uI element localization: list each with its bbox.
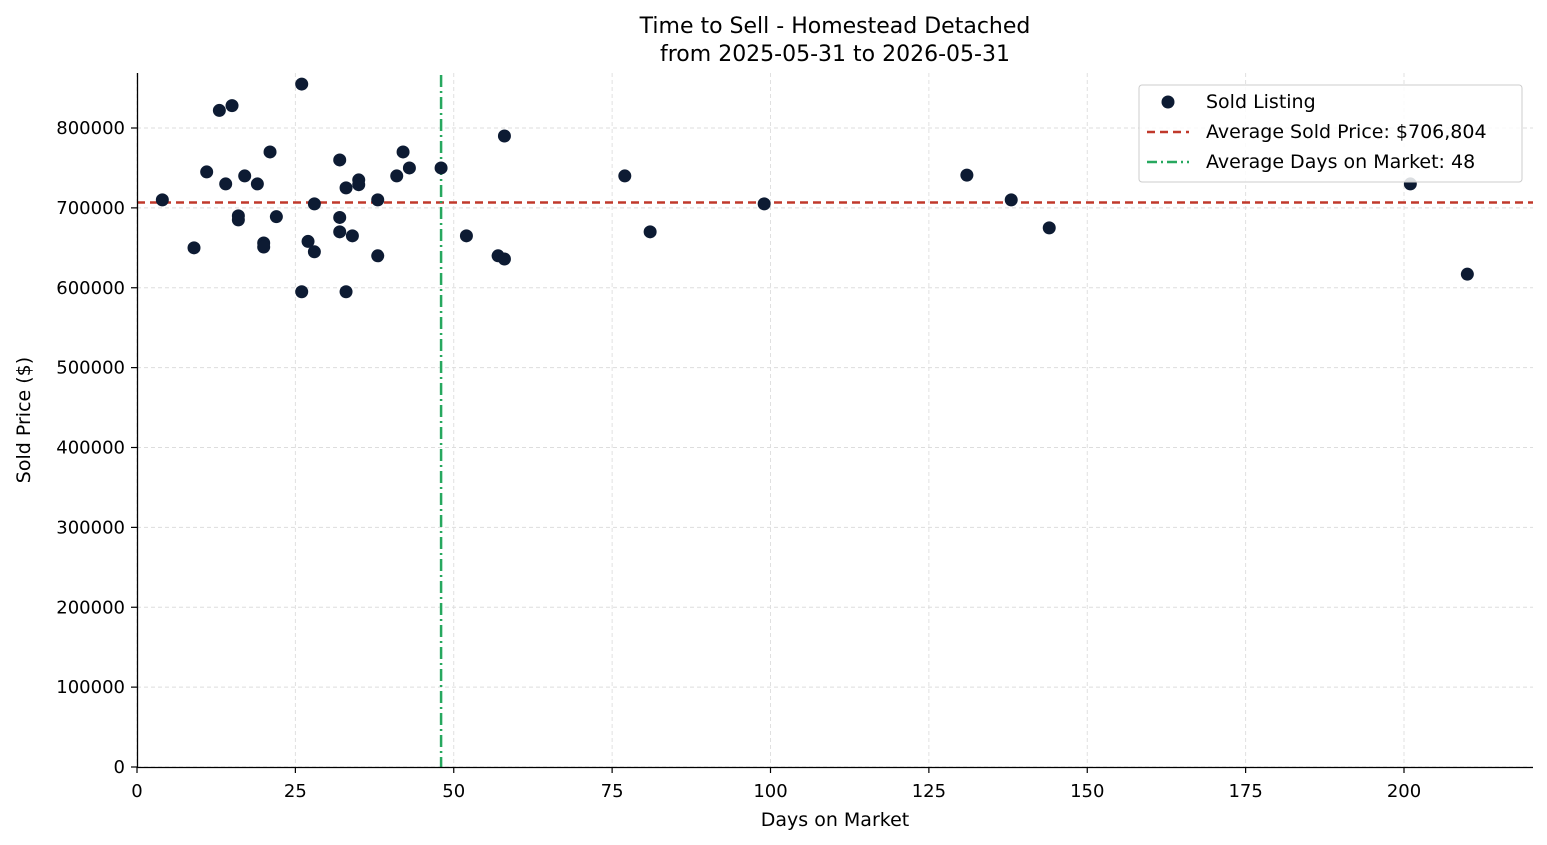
data-point-12 <box>263 145 277 159</box>
data-point-37 <box>618 169 632 183</box>
data-point-29 <box>390 169 404 183</box>
y-tick-label-300000: 300000 <box>56 517 125 538</box>
chart-title-line-1: Time to Sell - Homestead Detached <box>639 14 1031 39</box>
data-point-26 <box>352 178 366 192</box>
data-point-40 <box>960 168 974 182</box>
legend-label-average-days: Average Days on Market: 48 <box>1206 151 1475 173</box>
y-tick-label-400000: 400000 <box>56 438 125 459</box>
y-tick-label-500000: 500000 <box>56 358 125 379</box>
data-point-31 <box>402 161 416 175</box>
x-tick-label-0: 0 <box>131 781 142 802</box>
data-point-36 <box>497 252 511 266</box>
reference-lines <box>137 75 1533 767</box>
data-points <box>155 77 1474 299</box>
x-axis-ticks: 0 25 50 75 100 125 150 175 200 <box>131 767 1421 802</box>
data-point-44 <box>1460 267 1474 281</box>
data-point-14 <box>295 77 309 91</box>
chart-title-line-2: from 2025-05-31 to 2026-05-31 <box>660 42 1010 67</box>
data-point-35 <box>497 129 511 143</box>
data-point-2 <box>200 165 214 179</box>
data-point-38 <box>643 225 657 239</box>
data-point-11 <box>257 240 271 254</box>
data-point-1 <box>187 241 201 255</box>
y-tick-label-700000: 700000 <box>56 198 125 219</box>
x-tick-label-150: 150 <box>1070 781 1104 802</box>
x-tick-label-175: 175 <box>1228 781 1262 802</box>
data-point-27 <box>371 193 385 207</box>
legend: Sold Listing Average Sold Price: $706,80… <box>1138 84 1523 183</box>
data-point-18 <box>307 245 321 259</box>
y-tick-label-200000: 200000 <box>56 597 125 618</box>
data-point-13 <box>269 210 283 224</box>
data-point-22 <box>339 181 353 195</box>
data-point-19 <box>333 153 347 167</box>
x-tick-label-125: 125 <box>912 781 946 802</box>
data-point-28 <box>371 249 385 263</box>
y-tick-label-0: 0 <box>114 757 125 778</box>
data-point-32 <box>434 161 448 175</box>
data-point-4 <box>219 177 233 191</box>
x-axis-label: Days on Market <box>761 809 909 831</box>
x-tick-label-100: 100 <box>753 781 787 802</box>
data-point-9 <box>250 177 264 191</box>
data-point-7 <box>231 213 245 227</box>
data-point-5 <box>225 99 239 113</box>
y-tick-label-800000: 800000 <box>56 118 125 139</box>
data-point-16 <box>301 234 315 248</box>
data-point-30 <box>396 145 410 159</box>
data-point-15 <box>295 285 309 299</box>
y-tick-label-100000: 100000 <box>56 677 125 698</box>
data-point-23 <box>339 285 353 299</box>
legend-label-sold-listing: Sold Listing <box>1206 91 1316 113</box>
x-tick-label-25: 25 <box>284 781 307 802</box>
y-axis-label: Sold Price ($) <box>13 357 35 483</box>
x-tick-label-50: 50 <box>442 781 465 802</box>
legend-marker-sold-listing <box>1161 95 1175 109</box>
data-point-24 <box>345 229 359 243</box>
data-point-33 <box>459 229 473 243</box>
data-point-17 <box>307 197 321 211</box>
data-point-3 <box>212 103 226 117</box>
data-point-8 <box>238 169 252 183</box>
legend-label-average-price: Average Sold Price: $706,804 <box>1206 121 1487 143</box>
y-axis-ticks: 0 100000 200000 300000 400000 500000 600000 700… <box>56 118 137 778</box>
data-point-0 <box>155 193 169 207</box>
x-tick-label-200: 200 <box>1387 781 1421 802</box>
legend-box <box>1138 84 1523 183</box>
data-point-20 <box>333 210 347 224</box>
x-tick-label-75: 75 <box>601 781 624 802</box>
data-point-39 <box>757 197 771 211</box>
y-tick-label-600000: 600000 <box>56 278 125 299</box>
data-point-42 <box>1042 221 1056 235</box>
data-point-41 <box>1004 193 1018 207</box>
data-point-21 <box>333 225 347 239</box>
